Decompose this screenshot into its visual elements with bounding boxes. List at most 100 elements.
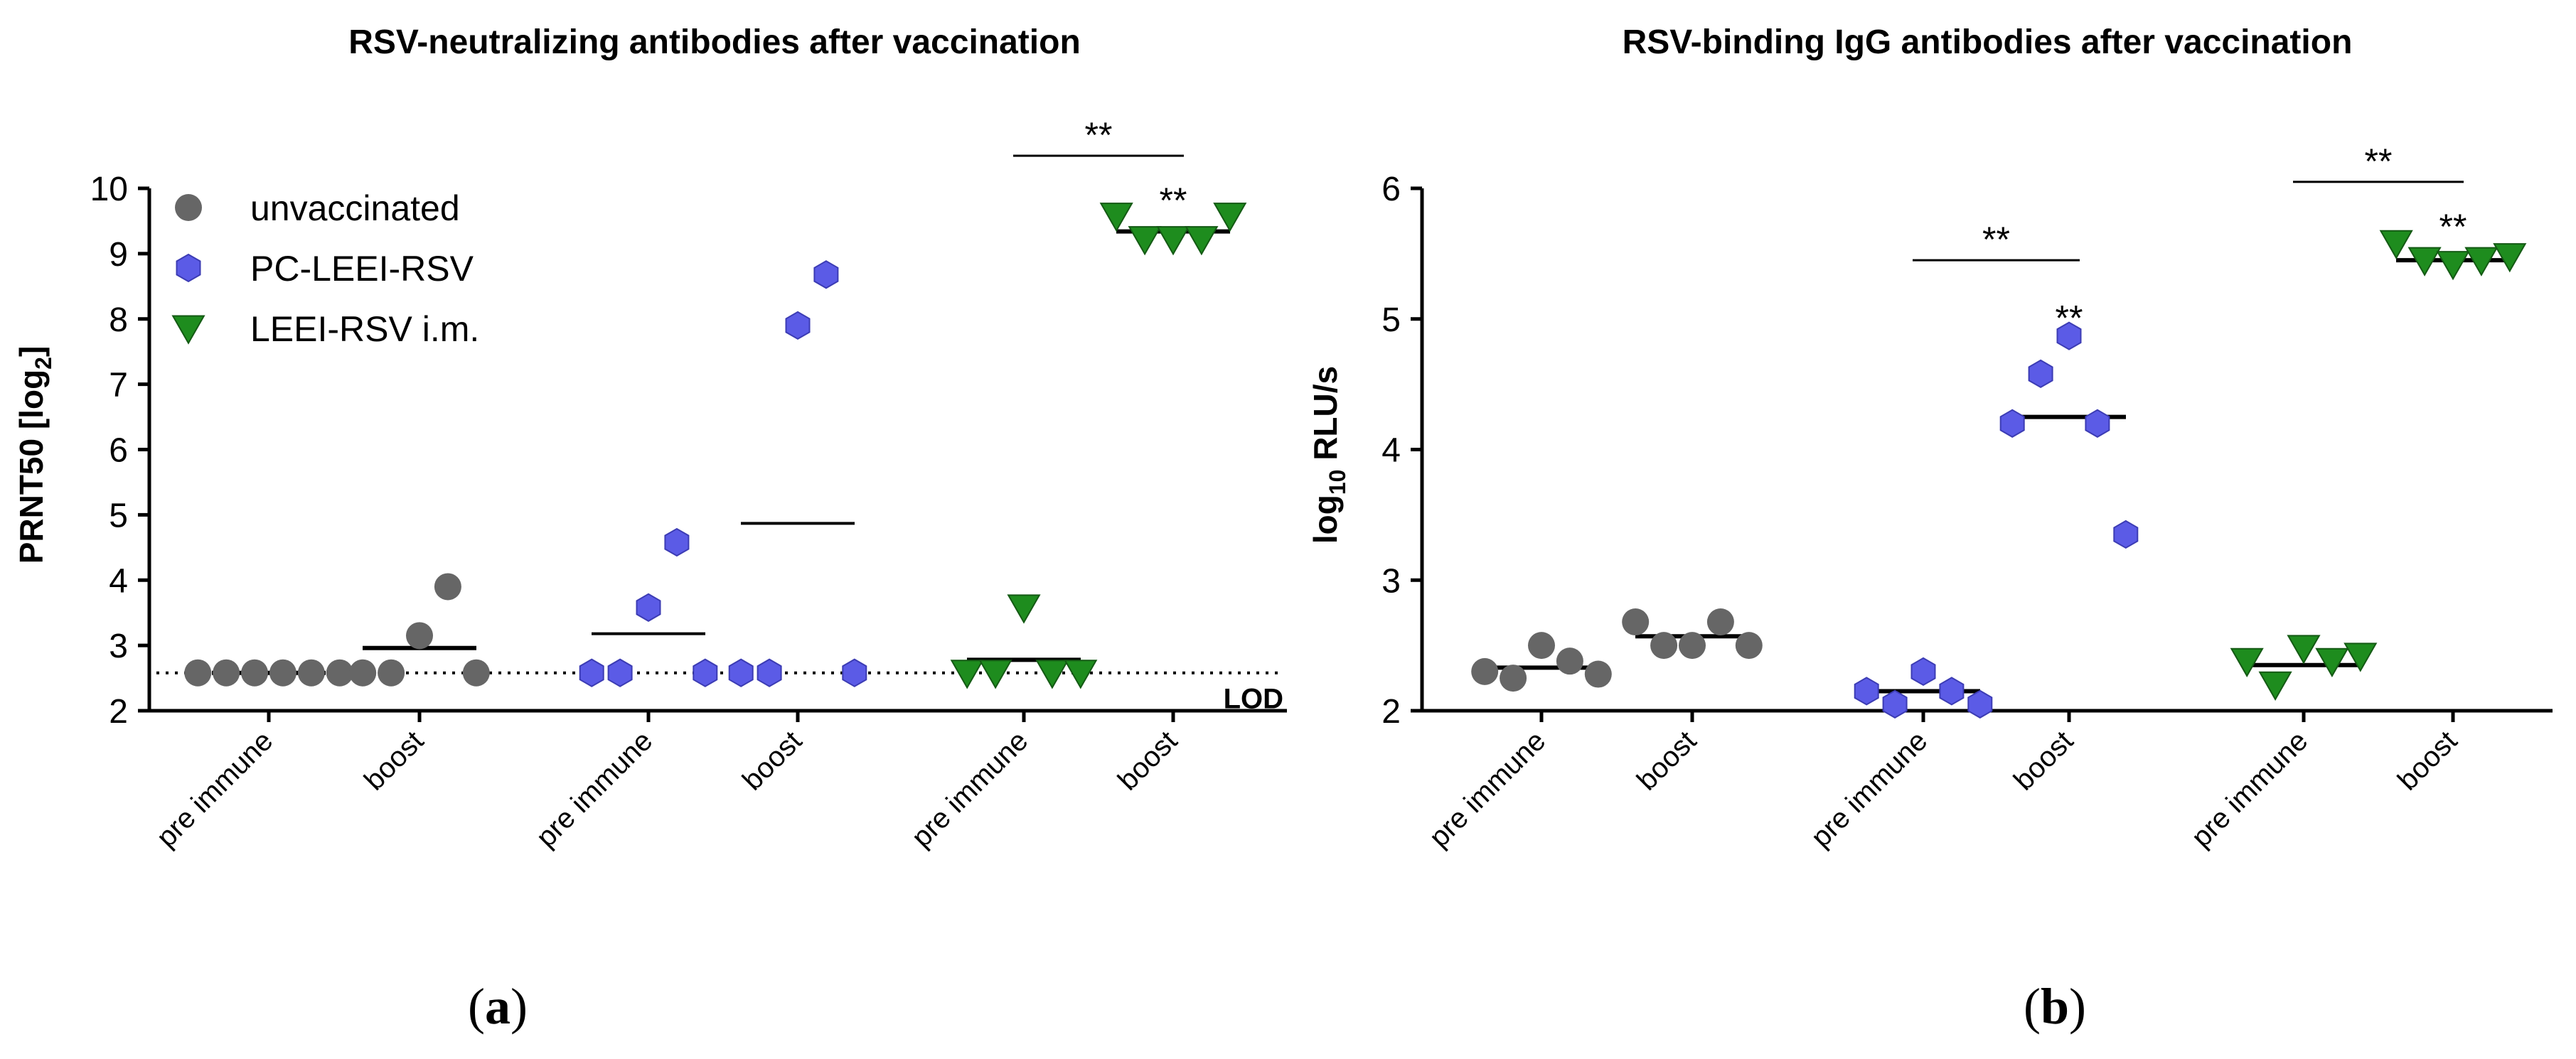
- data-point-leei_rsv_im: [950, 660, 984, 689]
- x-tick-label: pre immune: [151, 725, 279, 853]
- y-tick-label: 3: [109, 628, 128, 665]
- data-point-pc_leei_rsv: [2028, 359, 2053, 389]
- legend-marker-unvaccinated: [175, 194, 202, 221]
- y-tick-label: 4: [109, 562, 128, 600]
- y-tick-label: 8: [109, 301, 128, 339]
- data-point-pc_leei_rsv: [2085, 409, 2110, 438]
- data-point-unvaccinated: [1735, 632, 1763, 660]
- y-tick-label: 5: [1381, 301, 1401, 339]
- significance-stars: **: [1982, 220, 2010, 259]
- data-point-pc_leei_rsv: [1939, 677, 1965, 706]
- data-point-leei_rsv_im: [1035, 660, 1069, 689]
- data-point-unvaccinated: [184, 659, 212, 687]
- y-tick-label: 6: [1381, 171, 1401, 208]
- y-tick-label: 9: [109, 236, 128, 274]
- data-point-unvaccinated: [1706, 608, 1734, 636]
- data-point-leei_rsv_im: [2436, 251, 2470, 281]
- x-tick-label: pre immune: [530, 725, 658, 853]
- data-point-unvaccinated: [406, 622, 433, 650]
- data-point-unvaccinated: [326, 659, 353, 687]
- data-point-pc_leei_rsv: [579, 658, 604, 687]
- data-point-leei_rsv_im: [1185, 226, 1219, 256]
- significance-stars: **: [2439, 207, 2467, 247]
- data-point-pc_leei_rsv: [1967, 689, 1993, 719]
- data-point-pc_leei_rsv: [2056, 321, 2082, 350]
- y-tick-label: 2: [109, 693, 128, 731]
- data-point-pc_leei_rsv: [664, 527, 690, 557]
- y-tick-label: 2: [1381, 693, 1401, 731]
- data-point-leei_rsv_im: [2230, 647, 2264, 677]
- data-point-unvaccinated: [1679, 632, 1706, 660]
- x-tick-label: pre immune: [2186, 725, 2314, 853]
- x-tick-label: pre immune: [1805, 725, 1933, 853]
- data-point-leei_rsv_im: [2379, 230, 2413, 259]
- legend-marker-leei_rsv_im: [171, 315, 205, 345]
- data-point-pc_leei_rsv: [1999, 409, 2025, 438]
- data-point-pc_leei_rsv: [693, 658, 718, 687]
- data-point-pc_leei_rsv: [757, 658, 782, 687]
- significance-stars: **: [1160, 181, 1187, 220]
- data-point-pc_leei_rsv: [728, 658, 754, 687]
- data-point-pc_leei_rsv: [2113, 520, 2139, 549]
- legend: unvaccinated PC-LEEI-RSV LEEI-RSV i.m.: [171, 188, 479, 349]
- data-point-leei_rsv_im: [1128, 226, 1162, 256]
- data-point-unvaccinated: [349, 659, 377, 687]
- significance-stars: **: [2056, 299, 2083, 338]
- x-tick-label: boost: [2008, 725, 2079, 796]
- significance-stars: **: [1085, 115, 1113, 155]
- data-point-leei_rsv_im: [1213, 203, 1247, 232]
- x-tick-label: boost: [1112, 725, 1183, 796]
- y-tick-label: 6: [109, 432, 128, 470]
- y-tick-label: 7: [109, 367, 128, 404]
- y-tick-label: 4: [1381, 432, 1401, 470]
- data-point-leei_rsv_im: [1156, 226, 1190, 256]
- data-point-pc_leei_rsv: [636, 593, 661, 622]
- data-point-leei_rsv_im: [2407, 247, 2442, 276]
- data-point-pc_leei_rsv: [813, 260, 839, 289]
- data-point-unvaccinated: [269, 659, 296, 687]
- legend-label: PC-LEEI-RSV: [250, 249, 474, 289]
- significance-stars: **: [2365, 141, 2393, 181]
- data-point-leei_rsv_im: [1099, 203, 1133, 232]
- data-point-unvaccinated: [378, 659, 405, 687]
- data-point-unvaccinated: [1528, 632, 1555, 660]
- data-point-leei_rsv_im: [2343, 643, 2378, 672]
- data-point-leei_rsv_im: [2315, 647, 2349, 677]
- data-point-pc_leei_rsv: [1882, 689, 1908, 719]
- data-point-pc_leei_rsv: [607, 658, 633, 687]
- y-tick-label: 3: [1381, 562, 1401, 600]
- panel-a-caption: (a): [468, 978, 528, 1035]
- data-point-unvaccinated: [1650, 632, 1678, 660]
- data-point-unvaccinated: [1500, 665, 1527, 692]
- data-point-leei_rsv_im: [1064, 660, 1098, 689]
- data-point-leei_rsv_im: [978, 660, 1012, 689]
- data-point-unvaccinated: [1622, 608, 1650, 636]
- chart-title: RSV-binding IgG antibodies after vaccina…: [1623, 23, 2353, 61]
- x-tick-label: pre immune: [906, 725, 1034, 853]
- data-point-leei_rsv_im: [2258, 671, 2292, 701]
- y-tick-label: 5: [109, 497, 128, 534]
- data-point-pc_leei_rsv: [785, 311, 811, 340]
- data-point-unvaccinated: [297, 659, 325, 687]
- x-tick-label: boost: [2392, 725, 2463, 796]
- x-tick-label: boost: [1631, 725, 1702, 796]
- y-axis-label: log10 RLU/s: [1307, 366, 1350, 544]
- legend-label: LEEI-RSV i.m.: [250, 309, 479, 349]
- chart-title: RSV-neutralizing antibodies after vaccin…: [348, 23, 1081, 61]
- data-point-pc_leei_rsv: [1854, 677, 1879, 706]
- data-point-unvaccinated: [1556, 647, 1583, 675]
- panel-b-caption: (b): [2023, 978, 2086, 1035]
- chart-panel-b: RSV-binding IgG antibodies after vaccina…: [1307, 23, 2553, 854]
- data-point-unvaccinated: [1471, 657, 1499, 685]
- lod-label: LOD: [1224, 684, 1283, 715]
- data-point-unvaccinated: [434, 573, 461, 601]
- data-point-pc_leei_rsv: [842, 658, 867, 687]
- x-tick-label: pre immune: [1423, 725, 1551, 853]
- y-tick-label: 10: [90, 171, 128, 208]
- data-point-leei_rsv_im: [2493, 243, 2527, 273]
- data-point-leei_rsv_im: [1007, 594, 1041, 624]
- data-point-unvaccinated: [241, 659, 269, 687]
- data-point-pc_leei_rsv: [1910, 657, 1936, 687]
- data-point-leei_rsv_im: [2464, 247, 2498, 276]
- data-point-leei_rsv_im: [2287, 635, 2321, 665]
